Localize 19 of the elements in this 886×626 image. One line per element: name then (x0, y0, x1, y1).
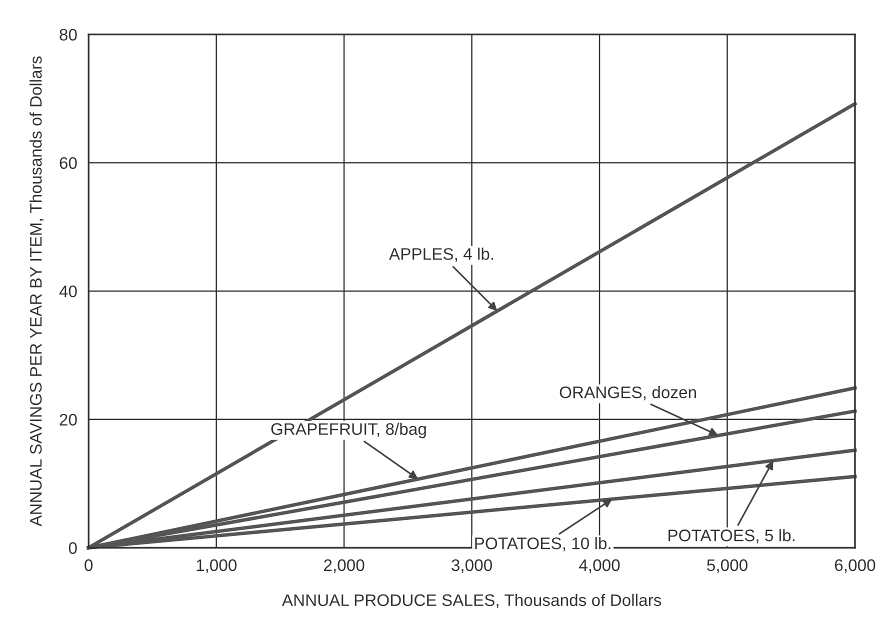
y-tick-label: 40 (59, 285, 77, 298)
y-tick-label: 0 (68, 542, 77, 554)
y-tick-label: 20 (60, 414, 77, 426)
y-axis-title: ANNUAL SAVINGS PER YEAR BY ITEM, Thousands of Dollars (30, 56, 44, 526)
x-tick-label: 5,000 (707, 559, 748, 574)
x-axis-title: ANNUAL PRODUCE SALES, Thousands of Dollars (282, 594, 662, 608)
annotation: POTATOES, 10 lb. (475, 537, 610, 552)
x-tick-label: 3,000 (452, 559, 492, 574)
x-tick-label: 0 (84, 559, 93, 572)
annotation: POTATOES, 5 lb. (668, 529, 794, 544)
x-tick-label: 2,000 (324, 559, 364, 574)
y-tick-label: 80 (60, 28, 77, 41)
y-tick-label: 60 (60, 157, 77, 169)
annotation: APPLES, 4 lb. (389, 248, 494, 262)
annotation: ORANGES, dozen (560, 386, 696, 400)
x-tick-label: 6,000 (834, 559, 876, 574)
annotation: GRAPEFRUIT, 8/bag (271, 422, 426, 438)
x-tick-label: 4,000 (579, 559, 620, 574)
x-tick-label: 1,000 (196, 559, 237, 574)
